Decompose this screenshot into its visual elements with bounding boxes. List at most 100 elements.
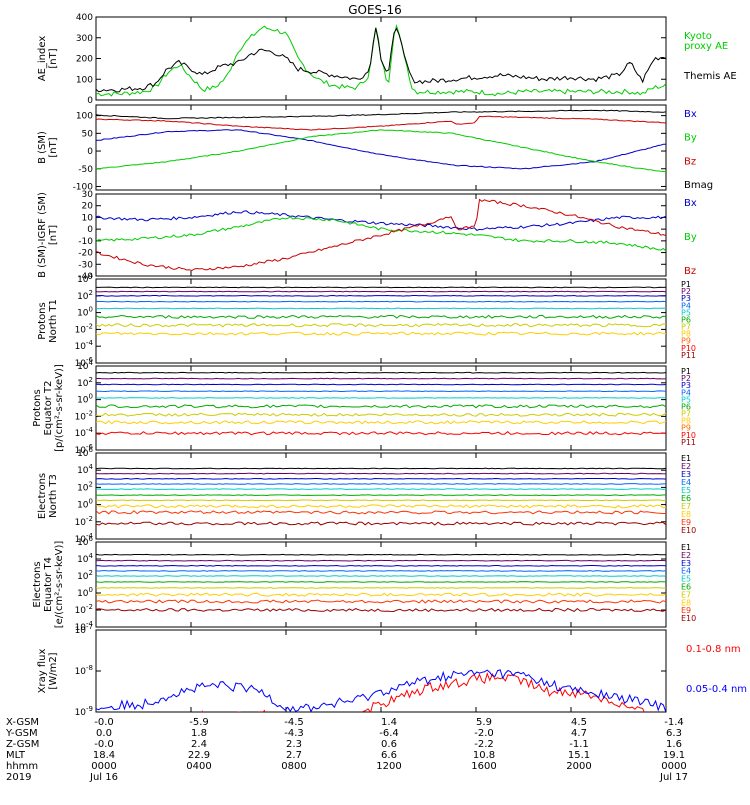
legend-label-E9: E9: [681, 606, 691, 615]
legend-label-E5: E5: [681, 486, 691, 495]
legend-label: Bmag: [684, 180, 713, 191]
legend-label-P3: P3: [681, 381, 691, 390]
channel-line-E3: [96, 564, 666, 567]
legend-label-P7: P7: [681, 410, 691, 419]
y-tick-label: 10-9: [75, 705, 93, 718]
panel-xray: 10-9 10-8 10-7 Xray flux [W/m2] 0.1-0.8 nm 0.0…: [37, 623, 747, 718]
footer-cell: 1.8: [191, 728, 207, 739]
series-line-Kyoto: [96, 24, 666, 97]
y-axis-label: Equator T2: [43, 381, 54, 436]
y-axis-label: [e/(cm²-s-sr-keV)]: [54, 541, 65, 629]
y-tick-label: 102: [77, 376, 93, 389]
y-tick-label: 104: [77, 463, 93, 476]
y-tick-label: 20: [82, 202, 94, 212]
legend-label-E1: E1: [681, 454, 691, 463]
ephemeris-footer: X-GSMY-GSMZ-GSMMLThhmm2019-0.00.0-0.018.…: [5, 717, 688, 783]
channel-line-P10: [96, 431, 666, 436]
y-tick-label: -100: [73, 182, 94, 192]
footer-cell: 2.7: [286, 750, 302, 761]
footer-cell: 2.3: [286, 739, 302, 750]
footer-cell: -6.4: [379, 728, 399, 739]
y-tick-label: 10: [82, 213, 94, 223]
legend-label-E7: E7: [681, 502, 691, 511]
y-tick-label: -20: [78, 249, 93, 259]
channel-line-P2: [96, 377, 666, 380]
legend-label-E4: E4: [681, 478, 691, 487]
y-axis-label: Equator T4: [43, 557, 54, 612]
legend-label-P5: P5: [681, 395, 691, 404]
legend-label-E2: E2: [681, 462, 691, 471]
y-tick-label: 100: [76, 75, 93, 85]
panel-data: [96, 467, 666, 526]
footer-cell: -5.9: [189, 717, 209, 728]
legend-label-E8: E8: [681, 510, 691, 519]
legend-label-P1: P1: [681, 280, 691, 289]
legend-label-P1: P1: [681, 367, 691, 376]
channel-line-P5: [96, 397, 666, 399]
legend-label: By: [684, 133, 697, 144]
legend-label-E1: E1: [681, 543, 691, 552]
y-tick-label: 10-2: [75, 409, 93, 422]
series-line-Bz: [96, 115, 666, 131]
legend-label-P3: P3: [681, 294, 691, 303]
legend-label: Bx: [684, 198, 697, 209]
legend-label: proxy AE: [684, 41, 728, 52]
legend-label-E6: E6: [681, 494, 691, 503]
legend-label-E9: E9: [681, 518, 691, 527]
channel-line-E5: [96, 488, 666, 491]
channel-line-E9: [96, 599, 666, 604]
y-axis-label: North T3: [48, 474, 59, 518]
footer-cell: -2.0: [474, 728, 494, 739]
channel-line-E10: [96, 607, 666, 613]
series-line-Bx: [96, 210, 666, 231]
channel-line-E2: [96, 559, 666, 562]
panel-electrons_t4: 10-4 10-2 100 102 104 106 Electrons Equator T4[…: [32, 535, 696, 633]
channel-line-P3: [96, 294, 666, 297]
y-tick-label: 10-2: [75, 603, 93, 616]
footer-row-label: MLT: [6, 750, 26, 761]
y-tick-label: 10-4: [75, 532, 94, 545]
y-tick-label: 10-4: [75, 620, 94, 633]
footer-cell: 0.6: [381, 739, 397, 750]
channel-line-E7: [96, 587, 666, 589]
legend-label-E7: E7: [681, 590, 691, 599]
y-tick-label: 10-4: [75, 339, 94, 352]
y-tick-label: 10-8: [75, 664, 93, 677]
legend-label-E2: E2: [681, 551, 691, 560]
panel-data: [96, 24, 666, 97]
series-line-By: [96, 129, 666, 173]
footer-cell: Jul 16: [89, 772, 118, 783]
footer-cell: 6.3: [666, 728, 682, 739]
footer-cell: 0400: [186, 761, 211, 772]
legend-label-P5: P5: [681, 308, 691, 317]
footer-cell: 1.6: [666, 739, 682, 750]
legend-label-P9: P9: [681, 424, 691, 433]
y-tick-label: 0: [87, 147, 93, 157]
series-line-0-05-0-4-nm: [96, 669, 666, 712]
legend-label: Bz: [684, 156, 696, 167]
footer-cell: 15.1: [568, 750, 590, 761]
y-axis-label: Electrons: [37, 473, 48, 519]
footer-cell: -2.2: [474, 739, 494, 750]
legend-label-E6: E6: [681, 583, 691, 592]
y-tick-label: 100: [77, 586, 93, 599]
channel-line-E8: [96, 504, 666, 509]
legend-label-P10: P10: [681, 344, 696, 353]
legend-label-E5: E5: [681, 575, 691, 584]
footer-cell: 6.6: [381, 750, 397, 761]
y-tick-label: 30: [82, 190, 94, 200]
legend-label: Themis AE: [683, 71, 737, 82]
legend-label-E3: E3: [681, 559, 691, 568]
channel-line-P4: [96, 300, 666, 303]
series-line-Bx: [96, 129, 666, 170]
y-tick-label: 10-6: [75, 443, 94, 456]
y-axis-label: AE_index: [37, 36, 48, 82]
y-axis-label: Xray flux: [37, 649, 48, 694]
legend-label-P4: P4: [681, 388, 691, 397]
channel-line-P6: [96, 404, 666, 409]
channel-line-E9: [96, 510, 666, 515]
channel-line-P8: [96, 331, 666, 336]
y-tick-label: 200: [76, 55, 93, 65]
